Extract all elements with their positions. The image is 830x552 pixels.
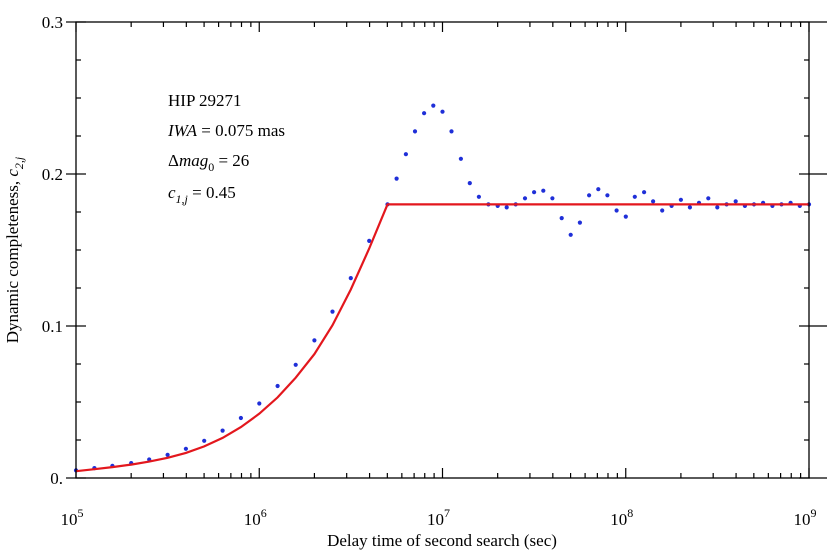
completeness-point (293, 362, 298, 367)
x-tick-label-base: 10 (244, 510, 261, 529)
completeness-point (165, 452, 170, 457)
completeness-point (330, 309, 335, 314)
completeness-point (458, 156, 463, 161)
completeness-point (504, 205, 509, 210)
y-axis-label: Dynamic completeness, c2,j (3, 156, 26, 343)
plot-frame (75, 21, 810, 479)
completeness-point (183, 446, 188, 451)
x-tick-label: 106 (244, 506, 267, 529)
x-tick-label-exp: 6 (261, 506, 267, 520)
y-tick-label: 0.1 (42, 317, 63, 336)
x-tick-label-exp: 9 (811, 506, 817, 520)
x-tick-label-exp: 5 (78, 506, 84, 520)
completeness-point (678, 197, 684, 202)
data-series (73, 103, 812, 473)
completeness-point (614, 208, 619, 213)
annotation-iwa-value: = 0.075 mas (197, 121, 285, 140)
x-tick-label: 107 (427, 506, 450, 529)
y-axis-label-sub: 2,j (12, 156, 26, 169)
completeness-point (275, 383, 280, 389)
y-tick-label: 0.2 (42, 165, 63, 184)
completeness-point (587, 193, 592, 198)
completeness-point (348, 276, 353, 281)
x-tick-label: 105 (61, 506, 84, 529)
completeness-point (559, 216, 564, 221)
completeness-point (522, 196, 528, 201)
x-tick-label-exp: 7 (444, 506, 450, 520)
completeness-point (431, 103, 436, 108)
model-curve-line (75, 203, 809, 473)
annotation-block: HIP 29271 IWA = 0.075 mas Δmag0 = 26 c1,… (167, 91, 285, 206)
annotation-dmag-sub: 0 (208, 160, 214, 174)
annotation-target: HIP 29271 (168, 91, 242, 110)
completeness-point (312, 338, 317, 343)
annotation-dmag-value: = 26 (214, 151, 249, 170)
x-axis-label: Delay time of second search (sec) (327, 531, 557, 550)
completeness-point (541, 188, 546, 193)
y-tick-label: 0. (50, 469, 63, 488)
completeness-point (440, 109, 445, 114)
completeness-point (202, 438, 207, 443)
annotation-c1-var: c (168, 183, 176, 202)
completeness-point (605, 193, 610, 198)
completeness-point (651, 199, 656, 204)
annotation-dmag-var: mag (179, 151, 208, 170)
completeness-point (596, 187, 601, 192)
completeness-point (550, 196, 555, 201)
completeness-point (403, 152, 408, 157)
completeness-point (715, 205, 720, 210)
x-tick-label-base: 10 (610, 510, 627, 529)
annotation-c1-value: = 0.45 (188, 183, 236, 202)
annotation-dmag: Δmag0 = 26 (168, 151, 249, 174)
completeness-point (623, 214, 628, 219)
y-axis-label-text: Dynamic completeness, (3, 177, 22, 344)
completeness-point (660, 208, 665, 213)
completeness-point (476, 194, 481, 199)
completeness-point (449, 129, 454, 134)
completeness-point (257, 401, 262, 406)
x-tick-label-base: 10 (794, 510, 811, 529)
y-tick-label: 0.3 (42, 13, 63, 32)
annotation-c1: c1,j = 0.45 (168, 183, 236, 206)
completeness-point (238, 415, 243, 421)
completeness-point (577, 220, 583, 225)
completeness-point (632, 194, 637, 199)
y-axis-label-var: c (3, 169, 22, 177)
completeness-point (394, 176, 399, 181)
x-tick-label: 108 (610, 506, 633, 529)
annotation-c1-sub: 1,j (176, 192, 189, 206)
completeness-point (367, 238, 372, 243)
completeness-point (642, 190, 647, 195)
completeness-point (532, 190, 537, 195)
completeness-point (412, 129, 418, 134)
completeness-point (733, 199, 738, 204)
annotation-dmag-prefix: Δ (168, 151, 179, 170)
x-tick-label: 109 (794, 506, 817, 529)
completeness-point (706, 196, 711, 201)
completeness-point (422, 111, 427, 116)
x-tick-label-exp: 8 (627, 506, 633, 520)
completeness-point (220, 428, 225, 433)
annotation-iwa: IWA = 0.075 mas (167, 121, 285, 140)
completeness-point (687, 205, 693, 210)
completeness-point (467, 181, 472, 186)
x-tick-label-base: 10 (427, 510, 444, 529)
x-tick-label-base: 10 (61, 510, 78, 529)
completeness-point (568, 232, 573, 237)
annotation-iwa-var: IWA (167, 121, 198, 140)
